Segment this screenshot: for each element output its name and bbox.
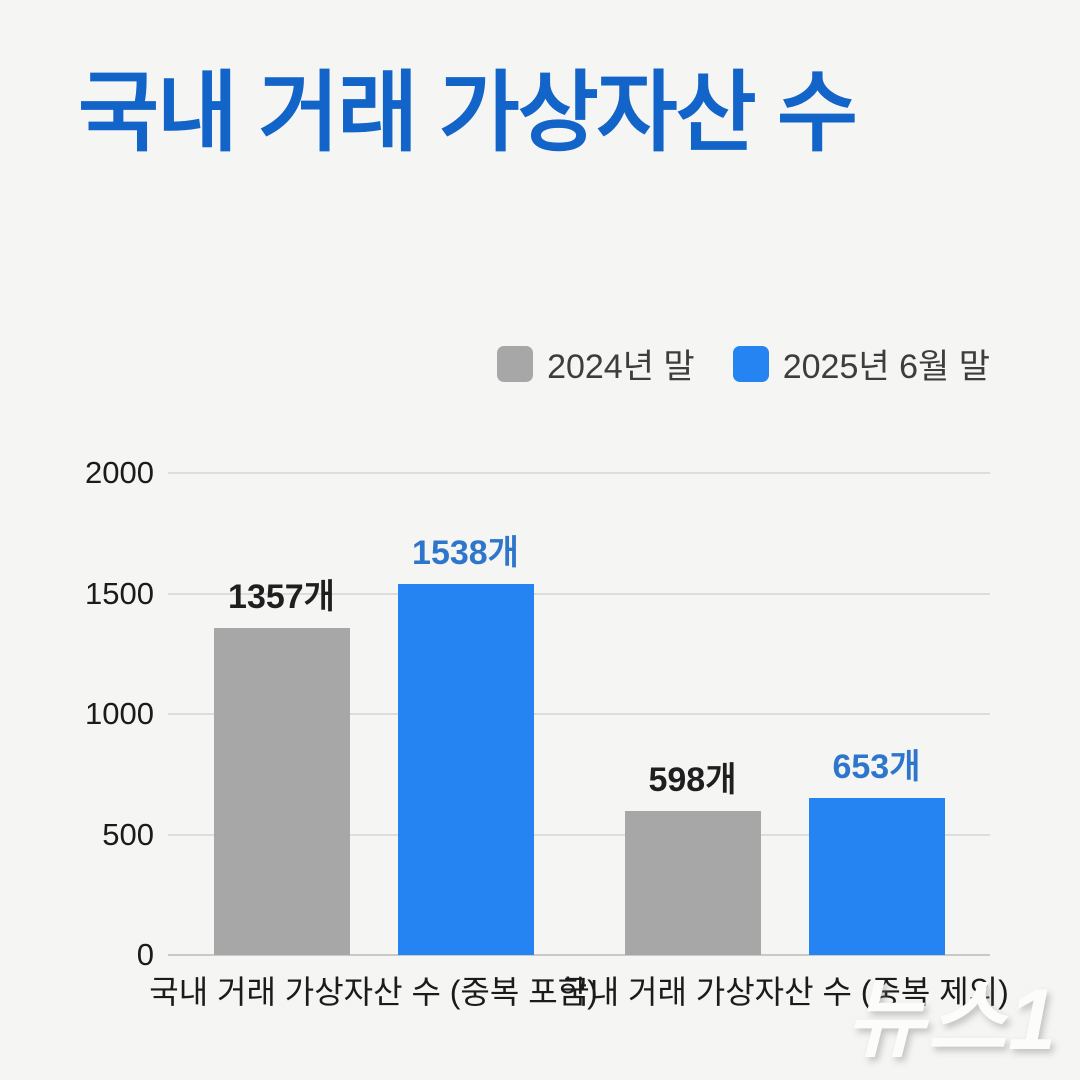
news1-watermark-logo: 뉴스1 <box>845 972 1058 1068</box>
bar-2025년 6월 말-국내 거래 가상자산 수 (중복 제외): 653개 <box>808 748 945 955</box>
bar-2025년 6월 말-국내 거래 가상자산 수 (중복 포함): 1538개 <box>397 534 534 955</box>
bar-value-label: 598개 <box>648 760 737 799</box>
gridline-y-2000 <box>168 472 990 474</box>
gridline-y-500 <box>168 833 990 836</box>
bar-value-label: 1357개 <box>228 577 335 616</box>
gridline-y-1500 <box>168 592 990 595</box>
bar-2024년 말-국내 거래 가상자산 수 (중복 제외): 598개 <box>624 761 761 955</box>
y-axis-tick-500: 500 <box>102 816 154 852</box>
x-axis-category-label: 국내 거래 가상자산 수 (중복 포함) <box>149 974 598 1010</box>
legend-swatch-2024 <box>497 345 534 382</box>
y-axis-tick-0: 0 <box>136 937 154 972</box>
legend-item-2025: 2025년 6월 말 <box>732 339 990 388</box>
bar-value-label: 1538개 <box>412 534 519 573</box>
bar-value-label: 653개 <box>832 747 921 786</box>
legend-item-2024: 2024년 말 <box>497 339 695 388</box>
y-axis-tick-1500: 1500 <box>85 575 154 611</box>
gridline-y-1000 <box>168 713 990 715</box>
legend-label-2024: 2024년 말 <box>547 348 695 386</box>
legend-swatch-2025 <box>732 345 769 382</box>
y-axis-tick-2000: 2000 <box>85 455 154 490</box>
gridline-y-0 <box>168 954 990 956</box>
legend: 2024년 말 2025년 6월 말 <box>497 339 990 388</box>
page-title: 국내 거래 가상자산 수 <box>78 63 858 162</box>
bar-2024년 말-국내 거래 가상자산 수 (중복 포함): 1357개 <box>213 578 350 955</box>
x-axis-category-label: 국내 거래 가상자산 수 (중복 제외) <box>560 974 1009 1010</box>
legend-label-2025: 2025년 6월 말 <box>782 348 990 386</box>
y-axis-tick-1000: 1000 <box>85 696 154 731</box>
